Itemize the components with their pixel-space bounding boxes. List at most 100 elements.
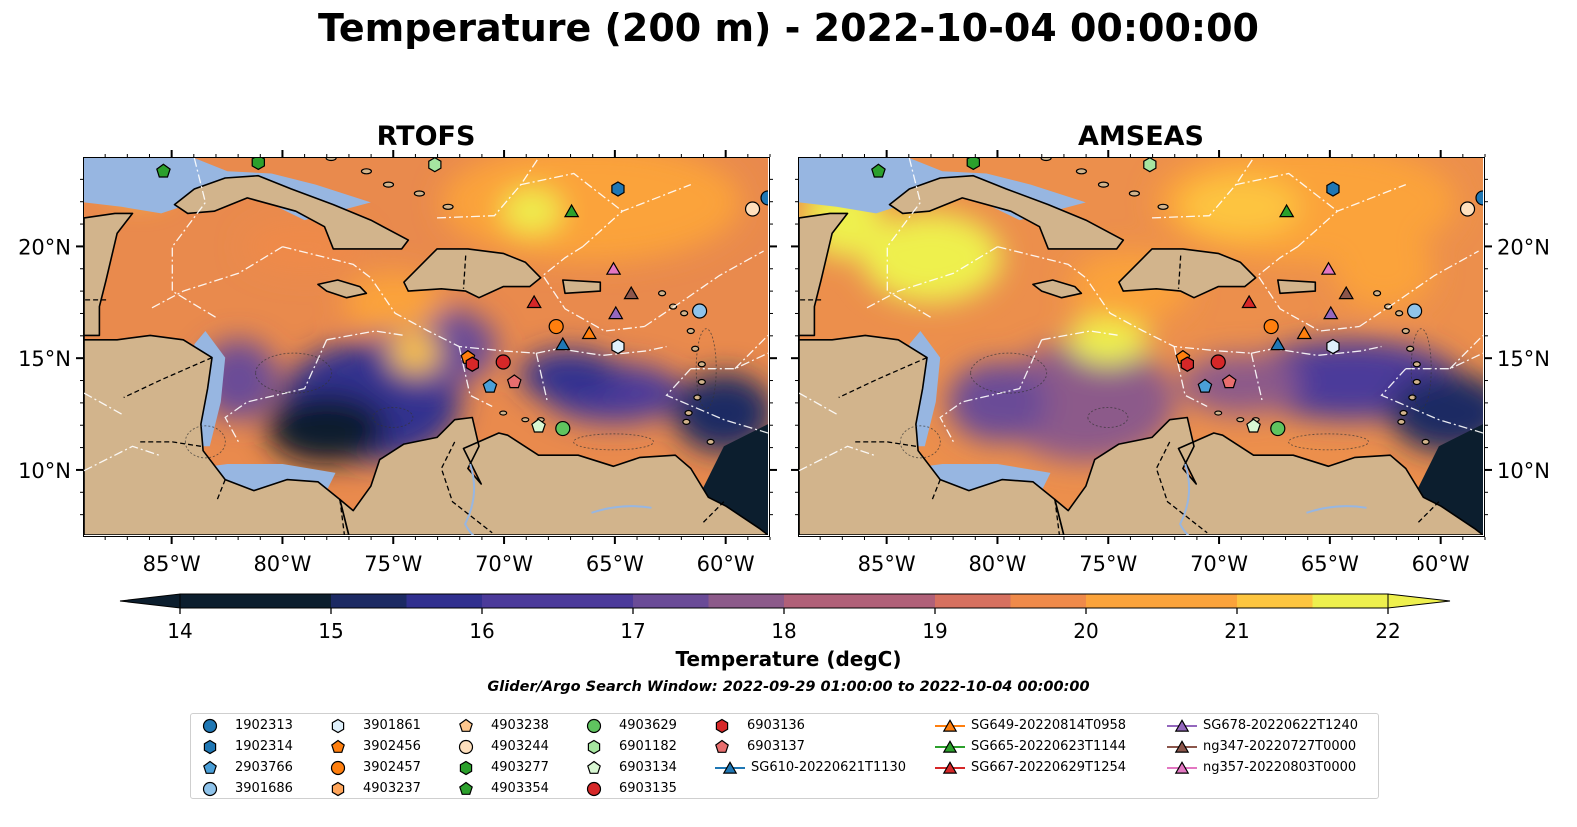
marker-4903244[interactable]	[1459, 201, 1476, 217]
colorbar-segment	[1312, 594, 1389, 608]
marker-2903766[interactable]	[1197, 378, 1213, 393]
circle-marker-icon	[586, 718, 602, 734]
triangle-marker-icon	[1167, 740, 1197, 753]
legend-label: 4903244	[491, 739, 549, 754]
marker-4903244[interactable]	[744, 201, 761, 217]
circle-marker-icon	[586, 781, 602, 797]
marker-2903766[interactable]	[482, 378, 498, 393]
colorbar-ticks: 14 15 16 17 18 19 20 21 22	[0, 619, 1577, 645]
circle-marker-icon	[202, 781, 218, 797]
triangle-marker-icon	[935, 740, 965, 753]
marker-3902457[interactable]	[548, 318, 564, 335]
hexagon-marker-icon	[715, 718, 729, 734]
marker-SG678-20220622T1240[interactable]	[1323, 305, 1339, 320]
axes-overlay: 85°W 80°W 75°W 70°W 65°W 60°W 20°N 15°N 10°N 85°W…	[18, 150, 1550, 576]
marker-6903137[interactable]	[1221, 374, 1237, 389]
colorbar-segment	[331, 594, 407, 608]
map-amseas[interactable]	[798, 157, 1485, 537]
colorbar-segment	[935, 594, 1011, 608]
marker-6903135[interactable]	[1210, 354, 1226, 370]
marker-6901182[interactable]	[1143, 158, 1157, 173]
marker-SG649-20220814T0958[interactable]	[581, 325, 597, 340]
marker-SG649-20220814T0958[interactable]	[1296, 325, 1312, 340]
colorbar-tick-label: 17	[620, 619, 646, 643]
colorbar-segment	[180, 594, 256, 608]
pentagon-marker-icon	[587, 760, 601, 774]
marker-4903277[interactable]	[966, 158, 980, 171]
colorbar-segment	[859, 594, 936, 608]
colorbar	[119, 593, 1451, 614]
marker-SG665-20220623T1144[interactable]	[1278, 203, 1295, 218]
colorbar-segment	[482, 594, 558, 608]
marker-6903134[interactable]	[531, 418, 546, 433]
panel-title-amseas: AMSEAS	[1078, 121, 1204, 152]
marker-ng347-20220727T0000[interactable]	[623, 285, 639, 300]
legend-label: 4903354	[491, 781, 549, 796]
marker-4903354[interactable]	[871, 163, 886, 178]
marker-SG667-20220629T1254[interactable]	[526, 294, 542, 309]
marker-3901686[interactable]	[691, 303, 708, 319]
colorbar-segment	[406, 594, 483, 608]
legend-label: 6903136	[747, 718, 805, 733]
pentagon-marker-icon	[459, 718, 473, 732]
lon-tick-label: 80°W	[253, 552, 311, 576]
pentagon-marker-icon	[715, 739, 729, 753]
marker-3901686[interactable]	[1406, 303, 1423, 319]
map-rtofs[interactable]	[83, 157, 770, 537]
legend-label: 3902456	[363, 739, 421, 754]
lon-tick-label: 65°W	[1301, 552, 1359, 576]
colorbar-segment	[1010, 594, 1087, 608]
marker-SG678-20220622T1240[interactable]	[608, 305, 624, 320]
marker-4903629[interactable]	[555, 420, 571, 437]
marker-ng357-20220803T0000[interactable]	[605, 261, 622, 275]
legend-label: ng347-20220727T0000	[1203, 739, 1357, 754]
legend-label: 6903134	[619, 760, 677, 775]
marker-6901182[interactable]	[428, 158, 442, 173]
circle-marker-icon	[458, 739, 474, 755]
legend-label: 4903277	[491, 760, 549, 775]
marker-6903134[interactable]	[1246, 418, 1261, 433]
marker-1902314[interactable]	[611, 181, 625, 197]
legend-label: SG610-20220621T1130	[751, 760, 907, 775]
colorbar-segment	[1161, 594, 1238, 608]
hexagon-marker-icon	[331, 718, 345, 734]
colorbar-min-extend	[119, 593, 181, 609]
marker-SG667-20220629T1254[interactable]	[1241, 294, 1257, 309]
marker-ng347-20220727T0000[interactable]	[1338, 285, 1354, 300]
marker-6903137[interactable]	[506, 374, 522, 389]
legend-label: 1902314	[235, 739, 293, 754]
marker-3901861[interactable]	[1326, 338, 1340, 355]
lon-tick-label: 75°W	[1079, 552, 1137, 576]
triangle-marker-icon	[1167, 761, 1197, 774]
lon-tick-label: 70°W	[475, 552, 533, 576]
legend-label: 1902313	[235, 718, 293, 733]
marker-4903629[interactable]	[1270, 420, 1286, 437]
marker-6903136[interactable]	[465, 356, 479, 372]
legend-label: 3902457	[363, 760, 421, 775]
triangle-marker-icon	[935, 761, 965, 774]
lat-tick-label: 20°N	[18, 235, 71, 259]
marker-SG610-20220621T1130[interactable]	[1270, 336, 1286, 351]
marker-3901861[interactable]	[611, 338, 625, 355]
colorbar-max-extend	[1387, 593, 1451, 609]
pentagon-marker-icon	[459, 781, 473, 795]
circle-marker-icon	[330, 760, 346, 776]
marker-6903136[interactable]	[1180, 356, 1194, 372]
colorbar-segment	[557, 594, 634, 608]
marker-SG665-20220623T1144[interactable]	[563, 203, 580, 218]
marker-ng357-20220803T0000[interactable]	[1320, 261, 1337, 275]
colorbar-segment	[255, 594, 332, 608]
legend-label: 2903766	[235, 760, 293, 775]
legend-label: 6903137	[747, 739, 805, 754]
marker-3902457[interactable]	[1263, 318, 1279, 335]
marker-4903277[interactable]	[251, 158, 265, 171]
lon-tick-label: 80°W	[968, 552, 1026, 576]
legend-label: 3901686	[235, 781, 293, 796]
marker-1902314[interactable]	[1326, 181, 1340, 197]
marker-SG610-20220621T1130[interactable]	[555, 336, 571, 351]
figure-title: Temperature (200 m) - 2022-10-04 00:00:0…	[317, 6, 1259, 50]
marker-4903354[interactable]	[156, 163, 171, 178]
marker-6903135[interactable]	[495, 354, 511, 370]
colorbar-tick-label: 15	[318, 619, 344, 643]
triangle-marker-icon	[715, 761, 745, 774]
